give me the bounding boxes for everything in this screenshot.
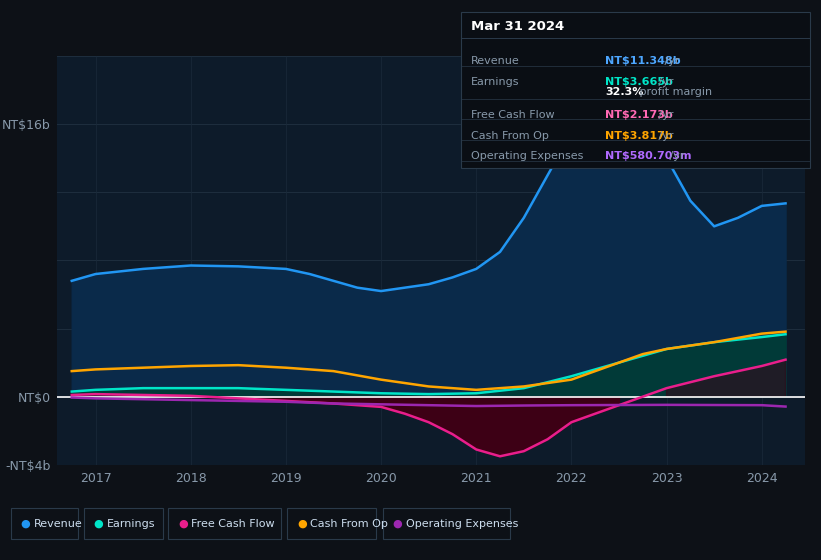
Text: 32.3%: 32.3% xyxy=(605,87,644,97)
Text: ●: ● xyxy=(21,519,30,529)
Text: Operating Expenses: Operating Expenses xyxy=(471,151,584,161)
Text: Free Cash Flow: Free Cash Flow xyxy=(471,110,555,120)
Text: Revenue: Revenue xyxy=(34,519,82,529)
Text: Earnings: Earnings xyxy=(471,77,520,87)
Text: NT$3.817b: NT$3.817b xyxy=(605,130,673,141)
Text: Cash From Op: Cash From Op xyxy=(471,130,549,141)
Text: Cash From Op: Cash From Op xyxy=(310,519,388,529)
Text: /yr: /yr xyxy=(661,56,680,66)
Text: ●: ● xyxy=(297,519,307,529)
Text: profit margin: profit margin xyxy=(636,87,713,97)
Text: Revenue: Revenue xyxy=(471,56,520,66)
Text: NT$580.703m: NT$580.703m xyxy=(605,151,691,161)
Text: ●: ● xyxy=(392,519,402,529)
Text: /yr: /yr xyxy=(655,110,674,120)
Text: NT$11.348b: NT$11.348b xyxy=(605,56,681,66)
Text: Free Cash Flow: Free Cash Flow xyxy=(191,519,275,529)
Text: /yr: /yr xyxy=(655,77,674,87)
Text: /yr: /yr xyxy=(667,151,685,161)
Text: Earnings: Earnings xyxy=(107,519,155,529)
Text: NT$3.665b: NT$3.665b xyxy=(605,77,673,87)
Text: ●: ● xyxy=(178,519,188,529)
Text: ●: ● xyxy=(94,519,103,529)
Text: Mar 31 2024: Mar 31 2024 xyxy=(471,20,565,33)
Text: NT$2.173b: NT$2.173b xyxy=(605,110,673,120)
Text: Operating Expenses: Operating Expenses xyxy=(406,519,518,529)
Text: /yr: /yr xyxy=(655,130,674,141)
